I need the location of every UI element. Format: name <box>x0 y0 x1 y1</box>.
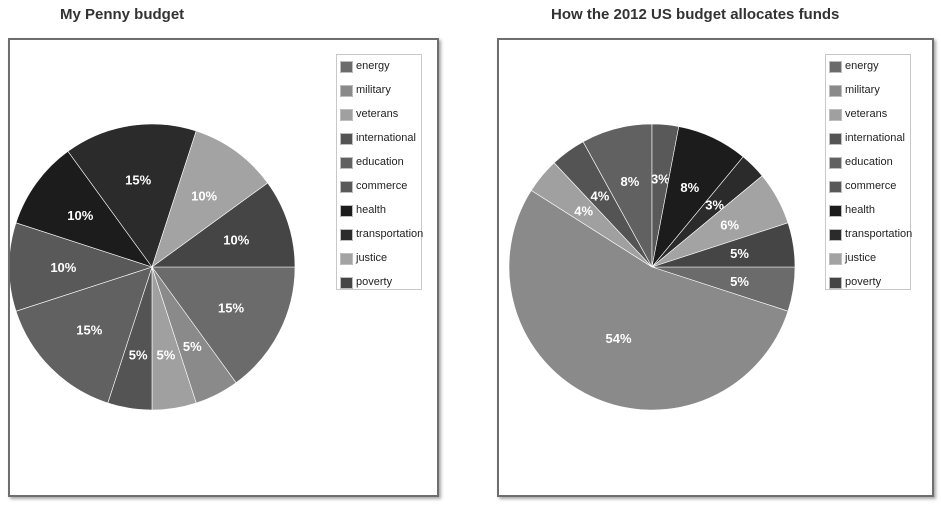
pie-slice-my-penny-justice <box>151 130 269 268</box>
data-label-us-2012-transportation: 3% <box>705 197 724 212</box>
legend-swatch <box>829 85 842 97</box>
data-label-us-2012-commerce: 3% <box>651 172 670 187</box>
legend-us-budget-2012: energy military veterans international educa… <box>825 54 913 290</box>
data-label-my-penny-transportation: 15% <box>125 172 151 187</box>
legend-swatch <box>829 205 842 217</box>
legend-item-my-penny-education: education <box>337 154 421 178</box>
legend-label: justice <box>845 252 877 264</box>
data-label-my-penny-international: 5% <box>129 348 148 363</box>
data-label-us-2012-international: 4% <box>590 188 609 203</box>
legend-label: poverty <box>845 276 882 288</box>
pie-slice-my-penny-commerce <box>10 222 153 312</box>
pie-slice-my-penny-poverty <box>151 182 296 268</box>
data-label-us-2012-veterans: 4% <box>574 203 593 218</box>
data-label-us-2012-military: 54% <box>605 331 631 346</box>
legend-swatch <box>829 133 842 145</box>
pie-chart-us-budget-2012: 5% 54% 4%4% 8% 3% 8% 3% 6% 5% <box>508 123 796 411</box>
chart-title-right: How the 2012 US budget allocates funds <box>551 6 840 23</box>
legend-swatch <box>340 229 353 241</box>
legend-label: health <box>356 204 386 216</box>
legend-label: international <box>845 132 905 144</box>
legend-item-us-2012-international: international <box>826 130 910 154</box>
legend-item-my-penny-military: military <box>337 82 421 106</box>
data-label-my-penny-education: 15% <box>76 323 102 338</box>
data-label-my-penny-poverty: 10% <box>223 233 249 248</box>
data-label-us-2012-justice: 6% <box>720 217 739 232</box>
legend-label: justice <box>356 252 388 264</box>
legend-label: transportation <box>356 228 424 240</box>
data-label-my-penny-health: 10% <box>67 208 93 223</box>
legend-item-my-penny-commerce: commerce <box>337 178 421 202</box>
legend-label: veterans <box>845 108 888 120</box>
legend-swatch <box>340 109 353 121</box>
legend-item-my-penny-transportation: transportation <box>337 226 424 250</box>
chart-panel-my-penny-budget: 15% 5% 5% 5% 15% 10% 10% 15% 10% 10% energy milita… <box>8 38 439 497</box>
legend-item-my-penny-health: health <box>337 202 421 226</box>
data-label-my-penny-military: 5% <box>183 339 202 354</box>
legend-item-us-2012-transportation: transportation <box>826 226 913 250</box>
legend-label: education <box>845 156 893 168</box>
pie-slice-us-2012-poverty <box>651 222 796 268</box>
legend-item-us-2012-education: education <box>826 154 910 178</box>
data-label-my-penny-commerce: 10% <box>50 260 76 275</box>
legend-item-us-2012-veterans: veterans <box>826 106 910 130</box>
pie-slice-my-penny-energy <box>151 266 296 384</box>
legend-swatch <box>340 133 353 145</box>
pie-chart-my-penny-budget: 15% 5% 5% 5% 15% 10% 10% 15% 10% 10% <box>10 123 296 411</box>
legend-label: veterans <box>356 108 399 120</box>
data-label-my-penny-veterans: 5% <box>156 348 175 363</box>
legend-swatch <box>340 61 353 73</box>
legend-label: energy <box>845 60 879 72</box>
legend-label: commerce <box>356 180 408 192</box>
legend-swatch <box>340 157 353 169</box>
legend-swatch <box>829 61 842 73</box>
legend-label: transportation <box>845 228 913 240</box>
data-label-us-2012-energy: 5% <box>730 274 749 289</box>
legend-label: commerce <box>845 180 897 192</box>
pie-slice-us-2012-military <box>508 189 789 411</box>
legend-my-penny-budget: energy military veterans international educa… <box>336 54 424 290</box>
legend-item-my-penny-poverty: poverty <box>337 274 421 298</box>
legend-item-us-2012-commerce: commerce <box>826 178 910 202</box>
legend-swatch <box>829 157 842 169</box>
legend-swatch <box>829 229 842 241</box>
legend-swatch <box>340 181 353 193</box>
data-label-us-2012-health: 8% <box>680 180 699 195</box>
chart-panel-us-budget-2012: 5% 54% 4% 4% 8% 3% 8% 3% 6% 5% energy military vete… <box>497 38 934 497</box>
legend-label: military <box>356 84 391 96</box>
data-label-us-2012-education: 8% <box>621 174 640 189</box>
legend-item-us-2012-justice: justice <box>826 250 910 274</box>
data-label-us-2012-poverty: 5% <box>730 246 749 261</box>
legend-swatch <box>340 85 353 97</box>
legend-item-us-2012-health: health <box>826 202 910 226</box>
pie-slice-my-penny-transportation <box>67 123 197 268</box>
legend-item-us-2012-energy: energy <box>826 58 910 82</box>
legend-label: poverty <box>356 276 393 288</box>
legend-label: education <box>356 156 404 168</box>
legend-item-us-2012-military: military <box>826 82 910 106</box>
legend-label: health <box>845 204 875 216</box>
legend-swatch <box>829 109 842 121</box>
legend-swatch <box>340 277 353 289</box>
data-label-my-penny-justice: 10% <box>191 188 217 203</box>
legend-item-my-penny-justice: justice <box>337 250 421 274</box>
data-label-my-penny-energy: 15% <box>218 300 244 315</box>
legend-item-my-penny-veterans: veterans <box>337 106 421 130</box>
legend-swatch <box>829 277 842 289</box>
legend-swatch <box>829 181 842 193</box>
legend-label: energy <box>356 60 390 72</box>
legend-item-my-penny-energy: energy <box>337 58 421 82</box>
legend-item-us-2012-poverty: poverty <box>826 274 910 298</box>
legend-label: military <box>845 84 880 96</box>
legend-swatch <box>829 253 842 265</box>
legend-label: international <box>356 132 416 144</box>
legend-swatch <box>340 205 353 217</box>
legend-swatch <box>340 253 353 265</box>
pie-slice-my-penny-education <box>15 266 153 404</box>
chart-title-left: My Penny budget <box>60 6 185 23</box>
pie-slice-my-penny-health <box>15 150 153 268</box>
legend-item-my-penny-international: international <box>337 130 421 154</box>
